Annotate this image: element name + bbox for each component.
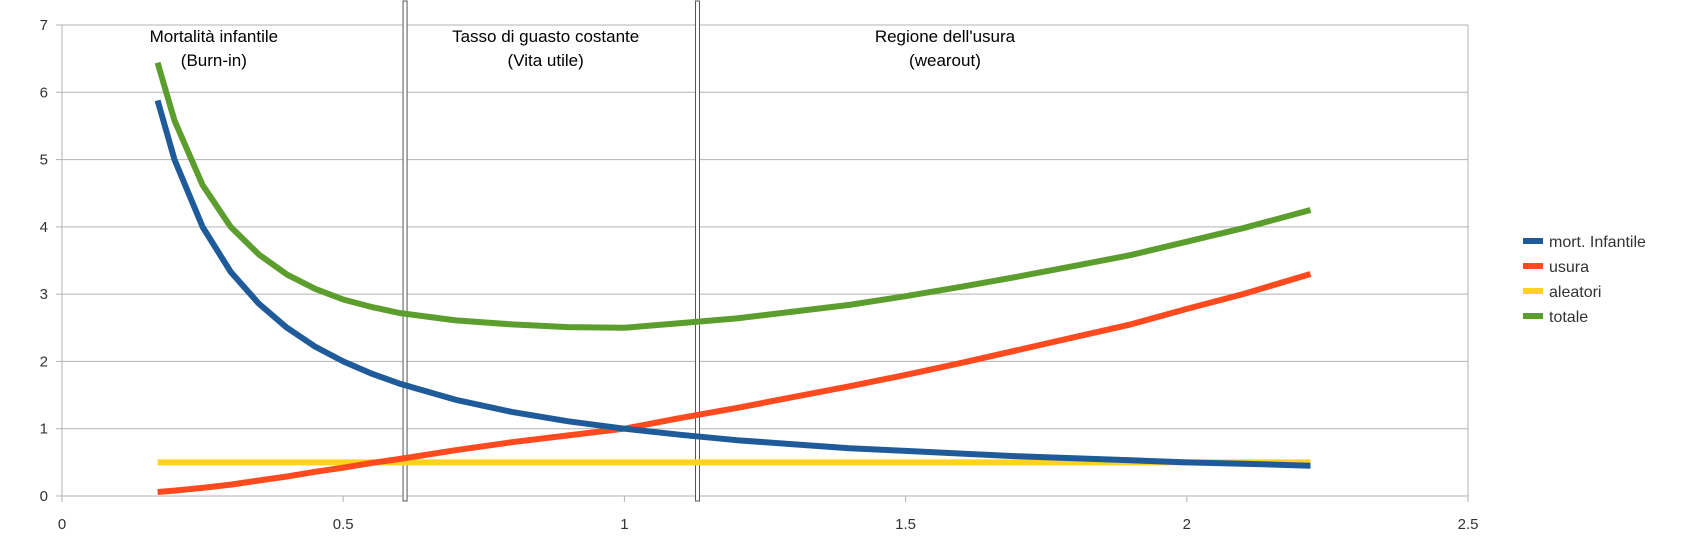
legend-swatch bbox=[1523, 263, 1543, 269]
x-tick-label: 0.5 bbox=[333, 516, 354, 533]
region-divider bbox=[402, 0, 408, 502]
y-tick-label: 7 bbox=[40, 17, 48, 34]
region-label-title: Mortalità infantile bbox=[150, 27, 279, 46]
y-tick-label: 2 bbox=[40, 353, 48, 370]
y-tick-label: 0 bbox=[40, 488, 48, 505]
y-tick-label: 6 bbox=[40, 84, 48, 101]
region-label-title: Regione dell'usura bbox=[875, 27, 1016, 46]
region-label-subtitle: (Burn-in) bbox=[181, 51, 247, 70]
series-line-totale bbox=[154, 61, 1312, 331]
region-labels: Mortalità infantile (Burn-in) Tasso di gua… bbox=[150, 27, 1016, 70]
region-dividers bbox=[402, 0, 701, 502]
legend-label: mort. Infantile bbox=[1549, 234, 1646, 251]
y-tick-label: 4 bbox=[40, 219, 48, 236]
y-tick-label: 5 bbox=[40, 152, 48, 169]
y-tick-label: 3 bbox=[40, 286, 48, 303]
series-line-mort-infantile bbox=[154, 99, 1311, 469]
x-tick-label: 1 bbox=[620, 516, 628, 533]
legend-label: usura bbox=[1549, 259, 1589, 276]
region-label-subtitle: (Vita utile) bbox=[508, 51, 584, 70]
x-tick-label: 0 bbox=[58, 516, 66, 533]
region-divider bbox=[695, 0, 701, 502]
y-tick-label: 1 bbox=[40, 421, 48, 438]
series-line-usura bbox=[157, 271, 1312, 495]
legend-swatch bbox=[1523, 313, 1543, 319]
region-label-title: Tasso di guasto costante bbox=[452, 27, 639, 46]
legend-swatch bbox=[1523, 288, 1543, 294]
legend: mort. Infantile usura aleatori totale bbox=[1523, 234, 1646, 326]
grid-lines bbox=[62, 24, 1468, 497]
x-tick-label: 2.5 bbox=[1458, 516, 1479, 533]
x-tick-label: 2 bbox=[1183, 516, 1191, 533]
region-label-subtitle: (wearout) bbox=[909, 51, 981, 70]
legend-label: totale bbox=[1549, 309, 1588, 326]
legend-swatch bbox=[1523, 238, 1543, 244]
x-tick-label: 1.5 bbox=[895, 516, 916, 533]
series-lines bbox=[154, 61, 1312, 495]
legend-label: aleatori bbox=[1549, 284, 1601, 301]
axes: 0 1 2 3 4 5 6 7 0 0.5 1 1.5 2 2.5 bbox=[40, 17, 1479, 533]
